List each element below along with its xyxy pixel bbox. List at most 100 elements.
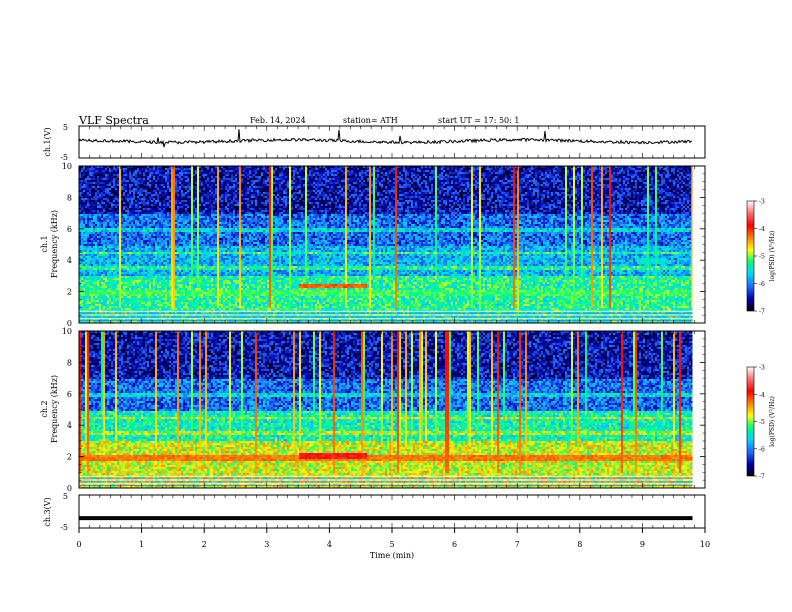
spectrogram-cell	[419, 168, 421, 170]
spectrogram-cell	[103, 168, 105, 170]
spectrogram-cell	[627, 170, 629, 172]
spectrogram-cell	[397, 174, 399, 176]
spectrogram-cell	[97, 176, 99, 178]
spectrogram-cell	[215, 168, 217, 170]
spectrogram-cell	[335, 170, 337, 172]
spectrogram-cell	[271, 176, 273, 178]
spectrogram-cell	[105, 174, 107, 176]
spectrogram-cell	[241, 172, 243, 174]
spectrogram-cell	[389, 170, 391, 172]
spectrogram-cell	[221, 174, 223, 176]
spectrogram-cell	[431, 170, 433, 172]
spectrogram-cell	[185, 172, 187, 174]
spectrogram-cell	[155, 170, 157, 172]
spectrogram-cell	[403, 170, 405, 172]
spectrogram-cell	[487, 172, 489, 174]
spectrogram-cell	[461, 168, 463, 170]
spectrogram-cell	[253, 174, 255, 176]
spectrogram-cell	[281, 170, 283, 172]
spectrogram-cell	[561, 170, 563, 172]
spectrogram-cell	[625, 174, 627, 176]
spectrogram-cell	[411, 174, 413, 176]
spectrogram-cell	[627, 172, 629, 174]
spectrogram-cell	[105, 176, 107, 178]
spectrogram-cell	[143, 168, 145, 170]
spectrogram-cell	[113, 170, 115, 172]
spectrogram-cell	[411, 176, 413, 178]
spectrogram-cell	[173, 176, 175, 178]
spectrogram-cell	[561, 174, 563, 176]
spectrogram-cell	[421, 170, 423, 172]
spectrogram-cell	[581, 168, 583, 170]
spectrogram-cell	[557, 172, 559, 174]
spectrogram-cell	[689, 172, 691, 174]
spectrogram-cell	[317, 172, 319, 174]
spectrogram-cell	[659, 168, 661, 170]
spectrogram-cell	[533, 168, 535, 170]
spectrogram-cell	[279, 170, 281, 172]
spectrogram-cell	[239, 168, 241, 170]
spectrogram-cell	[103, 172, 105, 174]
spectrogram-cell	[233, 172, 235, 174]
spectrogram-cell	[687, 172, 689, 174]
spectrogram-cell	[671, 174, 673, 176]
spectrogram-cell	[377, 170, 379, 172]
header-date: Feb. 14, 2024	[250, 116, 306, 125]
spectrogram-cell	[311, 168, 313, 170]
spectrogram-cell	[643, 168, 645, 170]
spectrogram-cell	[201, 174, 203, 176]
spectrogram-cell	[341, 172, 343, 174]
spectrogram-cell	[513, 168, 515, 170]
spectrogram-cell	[383, 172, 385, 174]
spectrogram-cell	[99, 174, 101, 176]
spectrogram-cell	[521, 174, 523, 176]
spectrogram-cell	[501, 170, 503, 172]
spectrogram-cell	[229, 176, 231, 178]
spectrogram-cell	[515, 174, 517, 176]
spectrogram-cell	[291, 168, 293, 170]
spectrogram-cell	[521, 176, 523, 178]
spectrogram-cell	[247, 168, 249, 170]
spectrogram-cell	[375, 170, 377, 172]
spectrogram-cell	[345, 170, 347, 172]
spectrogram-cell	[569, 170, 571, 172]
spectrogram-cell	[531, 170, 533, 172]
spectrogram-cell	[159, 170, 161, 172]
spectrogram-cell	[599, 170, 601, 172]
spectrogram-cell	[483, 176, 485, 178]
spectrogram-cell	[229, 170, 231, 172]
spectrogram-cell	[295, 174, 297, 176]
spectrogram-cell	[95, 172, 97, 174]
spectrogram-cell	[335, 172, 337, 174]
spectrogram-cell	[293, 174, 295, 176]
spectrogram-cell	[327, 170, 329, 172]
spectrogram-cell	[649, 168, 651, 170]
spectrogram-cell	[211, 172, 213, 174]
spectrogram-cell	[449, 170, 451, 172]
spectrogram-cell	[253, 176, 255, 178]
spectrogram-cell	[319, 176, 321, 178]
spectrogram-cell	[585, 170, 587, 172]
spectrogram-cell	[645, 172, 647, 174]
spectrogram-cell	[449, 172, 451, 174]
spectrogram-cell	[379, 172, 381, 174]
spectrogram-cell	[645, 170, 647, 172]
spectrogram-cell	[525, 172, 527, 174]
spectrogram-cell	[101, 170, 103, 172]
spectrogram-cell	[133, 176, 135, 178]
spectrogram-cell	[425, 176, 427, 178]
spectrogram-cell	[203, 172, 205, 174]
spectrogram-cell	[217, 172, 219, 174]
spectrogram-cell	[345, 172, 347, 174]
spectrogram-cell	[281, 174, 283, 176]
spectrogram-cell	[183, 172, 185, 174]
spectrogram-cell	[487, 170, 489, 172]
spectrogram-cell	[615, 170, 617, 172]
spectrogram-cell	[465, 176, 467, 178]
spectrogram-cell	[677, 172, 679, 174]
spectrogram-cell	[433, 176, 435, 178]
spectrogram-cell	[333, 170, 335, 172]
spectrogram-cell	[231, 176, 233, 178]
spectrogram-cell	[425, 170, 427, 172]
spectrogram-cell	[687, 174, 689, 176]
